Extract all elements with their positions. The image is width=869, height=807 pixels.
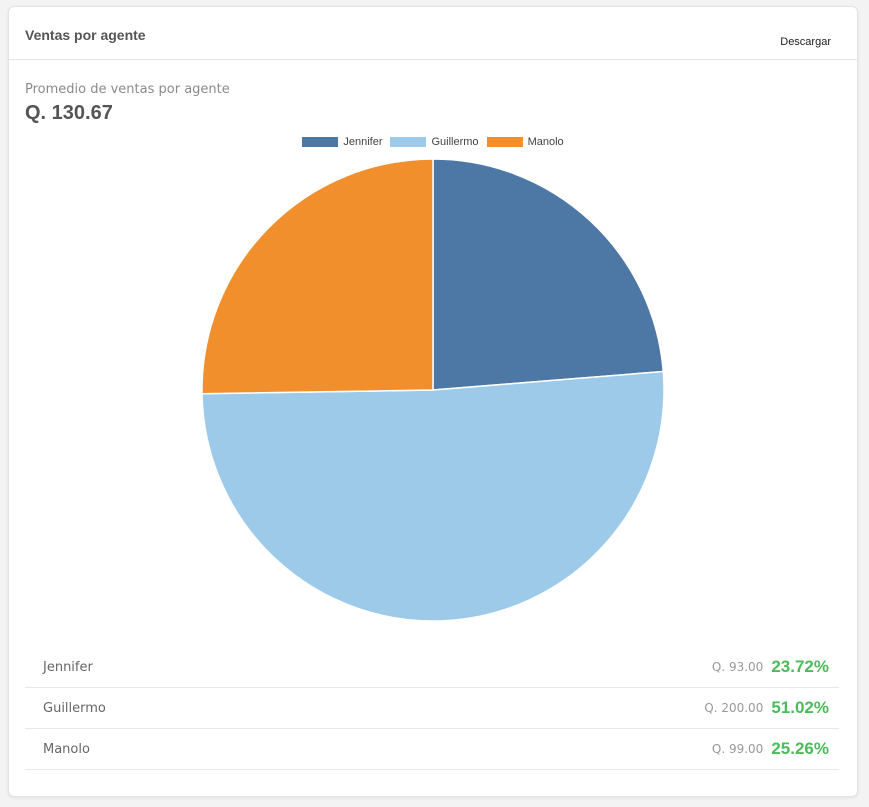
agent-name: Guillermo — [43, 700, 106, 716]
legend-item-manolo[interactable]: Manolo — [486, 136, 564, 148]
agent-percent: 51.02% — [771, 698, 829, 717]
legend-swatch — [302, 137, 339, 147]
agent-row-guillermo: Guillermo Q. 200.00 51.02% — [25, 688, 839, 729]
pie-slice-guillermo[interactable] — [201, 370, 665, 622]
download-button[interactable]: Descargar — [780, 36, 831, 48]
card-header: Ventas por agente Descargar — [9, 7, 857, 60]
average-label: Promedio de ventas por agente — [25, 82, 230, 97]
legend-label: Jennifer — [343, 136, 383, 148]
legend-item-jennifer[interactable]: Jennifer — [302, 136, 382, 148]
agent-list: Jennifer Q. 93.00 23.72% Guillermo Q. 20… — [25, 647, 839, 770]
agent-row-jennifer: Jennifer Q. 93.00 23.72% — [25, 647, 839, 688]
legend-label: Guillermo — [431, 136, 479, 148]
card-title: Ventas por agente — [25, 27, 146, 43]
sales-by-agent-card: Ventas por agente Descargar Promedio de … — [8, 6, 858, 797]
legend-swatch — [486, 137, 523, 147]
agent-amount: Q. 200.00 — [704, 701, 764, 715]
agent-name: Jennifer — [43, 659, 93, 675]
agent-amount: Q. 93.00 — [711, 660, 764, 674]
average-value: Q. 130.67 — [25, 102, 113, 124]
legend-label: Manolo — [527, 136, 564, 148]
agent-row-manolo: Manolo Q. 99.00 25.26% — [25, 729, 839, 770]
agent-name: Manolo — [43, 741, 90, 757]
agent-amount: Q. 99.00 — [711, 742, 764, 756]
pie-slice-jennifer[interactable] — [432, 158, 665, 391]
chart-legend: Jennifer Guillermo Manolo — [9, 136, 857, 148]
pie-chart — [201, 158, 665, 622]
legend-swatch — [390, 137, 427, 147]
pie-slice-manolo[interactable] — [201, 158, 434, 395]
agent-percent: 25.26% — [771, 739, 829, 758]
legend-item-guillermo[interactable]: Guillermo — [390, 136, 479, 148]
agent-percent: 23.72% — [771, 657, 829, 676]
